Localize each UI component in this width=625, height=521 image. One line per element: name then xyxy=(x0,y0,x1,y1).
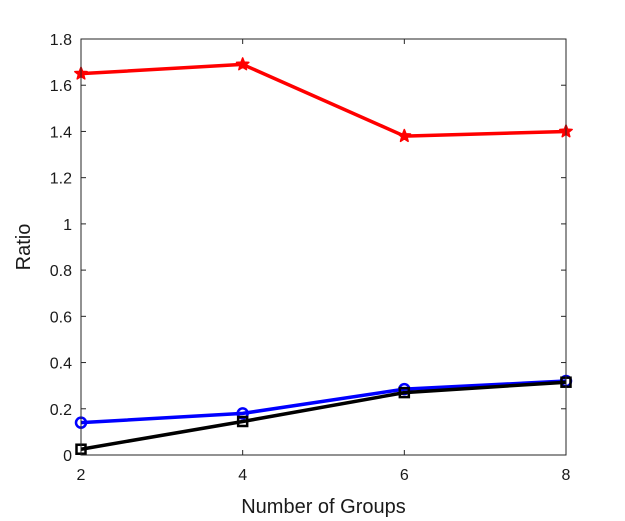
x-tick-label: 8 xyxy=(562,467,571,484)
y-axis-label: Ratio xyxy=(13,224,35,271)
x-tick-label: 4 xyxy=(238,467,247,484)
series-line xyxy=(80,380,567,451)
data-point-star xyxy=(397,128,412,143)
data-point-circle xyxy=(236,407,249,420)
x-tick-label: 6 xyxy=(400,467,409,484)
y-tick-label: 0.6 xyxy=(50,309,72,326)
y-tick-label: 1.2 xyxy=(50,171,72,188)
series-line xyxy=(80,62,567,138)
data-point-square xyxy=(236,415,249,428)
y-tick-label: 0 xyxy=(63,448,72,465)
series-layer xyxy=(74,57,573,455)
series-line xyxy=(80,379,567,425)
data-point-square xyxy=(398,386,411,399)
y-tick-label: 1.8 xyxy=(50,32,72,49)
y-tick-label: 0.4 xyxy=(50,356,72,373)
x-tick-labels: 2 4 6 8 xyxy=(77,467,571,484)
y-tick-label: 0.2 xyxy=(50,402,72,419)
y-tick-labels: 0 0.2 0.4 0.6 0.8 1 1.2 1.4 1.6 1.8 xyxy=(50,32,72,465)
y-tick-label: 1.6 xyxy=(50,78,72,95)
x-axis-label: Number of Groups xyxy=(241,496,406,518)
x-tick-label: 2 xyxy=(77,467,86,484)
data-point-star xyxy=(235,57,250,71)
y-tick-label: 1 xyxy=(63,217,72,234)
y-tick-label: 1.4 xyxy=(50,124,72,141)
y-tick-label: 0.8 xyxy=(50,263,72,280)
plot-frame xyxy=(80,38,567,456)
